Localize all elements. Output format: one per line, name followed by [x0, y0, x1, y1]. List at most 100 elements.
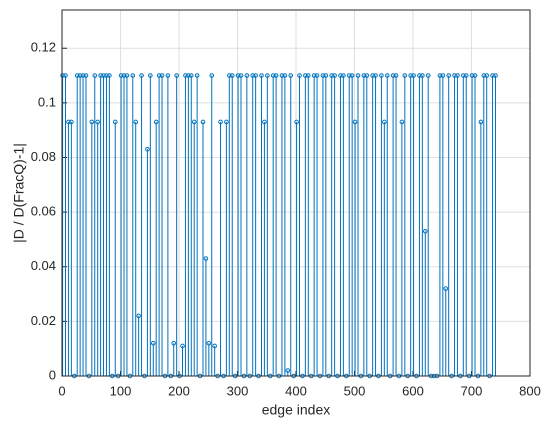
y-tick-label: 0.06: [31, 204, 56, 219]
stem-marker: [478, 119, 484, 125]
stem-marker: [484, 73, 490, 78]
stem-marker: [133, 119, 139, 125]
stem-marker: [332, 73, 337, 78]
stem-marker: [218, 119, 223, 125]
stem-marker: [493, 73, 498, 78]
stem-marker: [311, 73, 317, 78]
stem-marker: [288, 73, 294, 78]
stem-marker: [104, 73, 109, 78]
stem-marker: [384, 73, 390, 78]
stem-marker: [382, 119, 387, 125]
stem-marker: [191, 119, 197, 125]
stem-marker: [393, 73, 399, 78]
stem-marker: [124, 73, 130, 78]
stem-marker: [417, 73, 422, 78]
stem-marker: [373, 73, 378, 78]
stem-marker: [203, 256, 209, 261]
stem-marker: [174, 73, 179, 78]
stem-marker: [282, 73, 288, 78]
stem-marker: [139, 73, 144, 78]
y-tick-label: 0.08: [31, 149, 56, 164]
stem-marker: [224, 119, 229, 125]
stem-marker: [294, 119, 299, 125]
stem-marker: [244, 73, 250, 78]
stem-marker: [469, 73, 475, 78]
stem-marker: [186, 73, 191, 78]
stem-marker: [118, 73, 124, 78]
stem-marker: [77, 73, 83, 78]
stem-marker: [227, 73, 232, 78]
stem-marker: [89, 119, 95, 125]
stem-marker: [130, 73, 136, 78]
stem-marker: [235, 73, 241, 78]
y-tick-label: 0.1: [38, 94, 56, 109]
stem-marker: [121, 73, 127, 78]
stem-marker: [212, 343, 217, 349]
stem-marker: [481, 73, 487, 78]
stem-marker: [273, 73, 279, 78]
stem-marker: [420, 73, 425, 78]
y-tick-label: 0.12: [31, 40, 56, 55]
x-tick-label: 700: [461, 383, 483, 398]
stem-marker: [259, 73, 264, 78]
stem-marker: [69, 119, 74, 125]
stem-marker: [461, 73, 466, 78]
stem-marker: [323, 73, 329, 78]
stem-marker: [206, 340, 212, 346]
stem-marker: [463, 73, 469, 78]
stem-marker: [63, 73, 68, 78]
stem-marker: [472, 73, 478, 78]
stem-marker: [107, 73, 112, 78]
stem-marker: [408, 73, 413, 78]
stem-marker: [329, 73, 334, 78]
stem-marker: [150, 340, 156, 346]
x-axis-label: edge index: [262, 402, 331, 418]
stem-marker: [183, 73, 188, 78]
stem-marker: [145, 146, 150, 152]
stem-marker: [402, 73, 408, 78]
stem-marker: [437, 73, 443, 78]
stem-marker: [112, 119, 118, 125]
stem-marker: [379, 73, 384, 78]
stem-marker: [136, 313, 141, 319]
stem-marker: [188, 73, 194, 78]
stem-marker: [425, 73, 431, 78]
stem-marker: [80, 73, 86, 78]
stem-marker: [399, 119, 405, 125]
stem-marker: [265, 73, 270, 78]
stem-marker: [148, 73, 153, 78]
stem-marker: [98, 73, 103, 78]
stem-marker: [229, 73, 235, 78]
x-tick-label: 600: [402, 383, 424, 398]
stem-marker: [361, 73, 367, 78]
x-tick-label: 500: [344, 383, 366, 398]
stem-marker: [60, 73, 65, 78]
stem-marker: [452, 73, 457, 78]
stem-marker: [279, 73, 285, 78]
y-axis-label: |D / D(FracQ)-1|: [11, 143, 27, 243]
stem-marker: [305, 73, 311, 78]
stem-marker: [440, 73, 446, 78]
x-tick-label: 800: [519, 383, 541, 398]
x-tick-label: 400: [285, 383, 307, 398]
stem-marker: [490, 73, 495, 78]
stem-marker: [422, 228, 428, 234]
stem-marker: [83, 73, 89, 78]
stem-marker: [352, 119, 358, 125]
x-tick-label: 200: [168, 383, 190, 398]
stem-marker: [390, 73, 396, 78]
stem-marker: [194, 73, 200, 78]
stem-marker: [349, 73, 355, 78]
stem-marker: [92, 73, 98, 78]
stem-marker: [95, 119, 100, 125]
stem-marker: [341, 73, 346, 78]
stem-marker: [346, 73, 352, 78]
stem-marker: [297, 73, 302, 78]
stem-marker: [314, 73, 320, 78]
stem-marker: [253, 73, 258, 78]
stem-marker: [455, 73, 460, 78]
x-tick-label: 100: [110, 383, 132, 398]
axes-box: [61, 9, 531, 377]
stem-marker: [262, 119, 267, 125]
